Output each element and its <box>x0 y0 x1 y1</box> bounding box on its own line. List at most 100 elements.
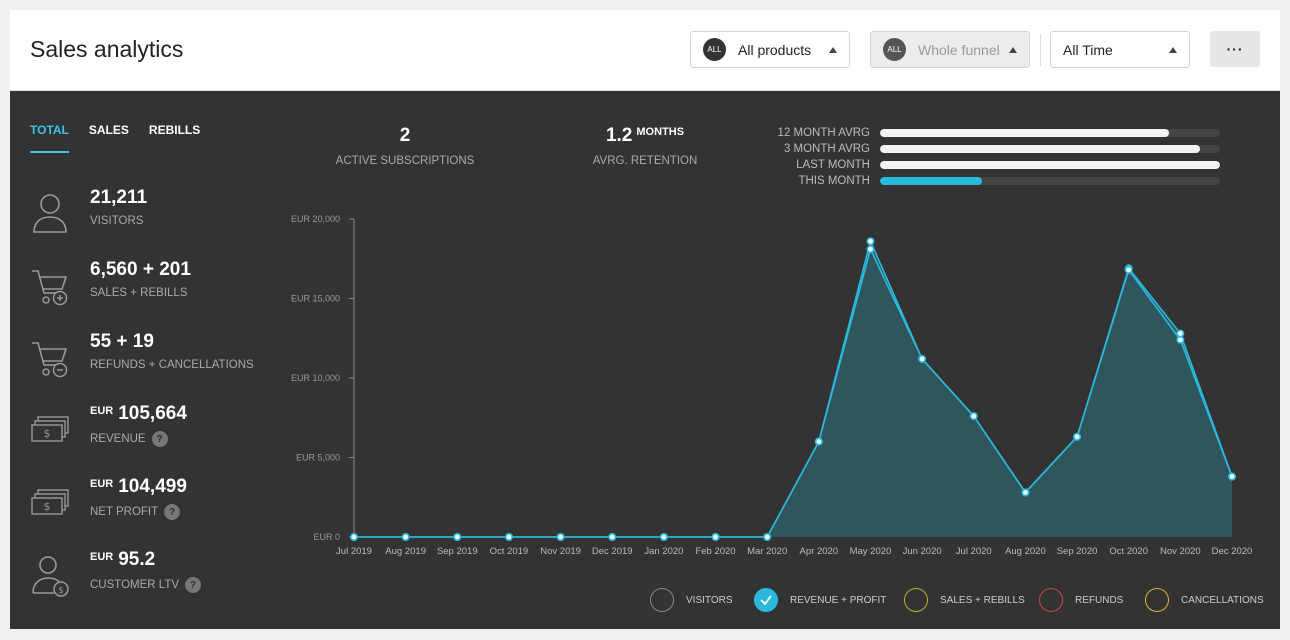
x-tick-label: Aug 2019 <box>385 546 426 557</box>
legend-sales-rebills[interactable]: SALES + REBILLS <box>904 588 1025 612</box>
ltv-amount: 95.2 <box>118 549 156 570</box>
ltv-label-text: CUSTOMER LTV <box>90 579 180 591</box>
revenue-value: EUR 105,664 <box>90 403 187 425</box>
cash-stack-icon: $ <box>31 489 69 515</box>
refunds-value: 55 + 19 <box>90 331 154 352</box>
data-point <box>1227 472 1236 481</box>
visitors-metric: 21,211 VISITORS <box>30 187 290 247</box>
refunds-label: REFUNDS + CANCELLATIONS <box>90 359 254 371</box>
x-tick-label: Dec 2020 <box>1212 546 1253 557</box>
data-point <box>350 532 359 541</box>
header-bar: Sales analytics ALL All products ALL Who… <box>10 10 1280 91</box>
svg-text:$: $ <box>44 500 51 513</box>
bar-row: THIS MONTH <box>770 173 1230 189</box>
y-tick-label: EUR 5,000 <box>296 453 340 463</box>
visitors-value: 21,211 <box>90 187 148 208</box>
products-dropdown[interactable]: ALL All products <box>690 31 850 68</box>
funnel-dropdown-label: Whole funnel <box>918 41 1000 58</box>
bar-fill <box>880 145 1200 153</box>
revenue-currency: EUR <box>90 405 114 417</box>
bar-track <box>880 161 1220 169</box>
x-tick-label: Sep 2019 <box>437 546 478 557</box>
revenue-amount: 105,664 <box>118 403 187 424</box>
data-point <box>866 245 875 254</box>
data-point <box>763 532 772 541</box>
page-title: Sales analytics <box>30 36 184 62</box>
data-point <box>608 532 617 541</box>
sales-value: 6,560 + 201 <box>90 259 191 280</box>
bar-track <box>880 145 1220 153</box>
tab-sales[interactable]: SALES <box>88 123 129 137</box>
data-point <box>1073 432 1082 441</box>
tab-total[interactable]: TOTAL <box>30 123 69 153</box>
analytics-body: TOTAL SALES REBILLS 21,211 VISITORS 6,56… <box>10 91 1280 629</box>
legend-label: VISITORS <box>686 594 733 606</box>
x-tick-label: Apr 2020 <box>800 546 839 557</box>
cart-minus-icon <box>32 342 68 378</box>
visitors-label: VISITORS <box>90 215 144 227</box>
sales-label: SALES + REBILLS <box>90 287 188 299</box>
data-point <box>814 437 823 446</box>
funnel-dropdown[interactable]: ALL Whole funnel <box>870 31 1030 68</box>
bar-track <box>880 129 1220 137</box>
ltv-metric: $ EUR 95.2 CUSTOMER LTV? <box>30 549 290 609</box>
ltv-currency: EUR <box>90 551 114 563</box>
data-point <box>1124 265 1133 274</box>
svg-text:$: $ <box>58 586 64 596</box>
bar-fill <box>880 129 1169 137</box>
legend-label: CANCELLATIONS <box>1181 594 1264 606</box>
legend-revenue-profit[interactable]: REVENUE + PROFIT <box>754 588 886 612</box>
caret-up-icon <box>1169 47 1177 53</box>
data-point <box>711 532 720 541</box>
data-point <box>1176 335 1185 344</box>
x-tick-label: Feb 2020 <box>695 546 735 557</box>
bar-label: THIS MONTH <box>798 175 870 187</box>
x-tick-label: Jun 2020 <box>903 546 942 557</box>
bar-label: 12 MONTH AVRG <box>777 127 870 139</box>
x-tick-label: Mar 2020 <box>747 546 787 557</box>
sales-metric: 6,560 + 201 SALES + REBILLS <box>30 259 290 319</box>
sales-analytics-panel: Sales analytics ALL All products ALL Who… <box>10 10 1280 640</box>
tab-rebills[interactable]: REBILLS <box>148 123 201 137</box>
x-tick-label: May 2020 <box>850 546 892 557</box>
area-fill <box>354 241 1232 537</box>
all-badge: ALL <box>703 38 726 61</box>
y-tick-label: EUR 20,000 <box>291 214 340 224</box>
bar-fill <box>880 161 1220 169</box>
legend-label: SALES + REBILLS <box>940 594 1025 606</box>
legend-label: REVENUE + PROFIT <box>790 594 887 606</box>
bar-label: LAST MONTH <box>796 159 870 171</box>
revenue-help-icon[interactable]: ? <box>151 431 168 447</box>
legend-ring <box>1145 588 1169 612</box>
legend-visitors[interactable]: VISITORS <box>650 588 733 612</box>
ltv-help-icon[interactable]: ? <box>185 577 202 593</box>
avg-retention-value: 1.2 MONTHS <box>580 125 710 147</box>
x-tick-label: Jan 2020 <box>644 546 683 557</box>
period-dropdown[interactable]: All Time <box>1050 31 1190 68</box>
x-tick-label: Dec 2019 <box>592 546 633 557</box>
active-subscriptions-label: ACTIVE SUBSCRIPTIONS <box>335 155 475 167</box>
bar-track <box>880 177 1220 185</box>
user-icon <box>33 194 67 233</box>
legend-ring <box>650 588 674 612</box>
data-point <box>1021 488 1030 497</box>
x-tick-label: Nov 2019 <box>540 546 581 557</box>
divider <box>1040 34 1041 66</box>
profit-help-icon[interactable]: ? <box>164 504 181 520</box>
profit-label-text: NET PROFIT <box>90 506 159 518</box>
user-dollar-icon: $ <box>32 556 69 597</box>
x-tick-label: Jul 2019 <box>336 546 372 557</box>
legend-ring <box>1039 588 1063 612</box>
products-dropdown-label: All products <box>738 41 812 58</box>
more-options-button[interactable]: ··· <box>1210 31 1260 67</box>
x-tick-label: Nov 2020 <box>1160 546 1201 557</box>
svg-text:$: $ <box>44 427 51 440</box>
data-point <box>866 237 875 246</box>
legend-refunds[interactable]: REFUNDS <box>1039 588 1123 612</box>
revenue-label: REVENUE? <box>90 431 168 447</box>
ltv-label: CUSTOMER LTV? <box>90 577 202 593</box>
revenue-metric: $ EUR 105,664 REVENUE? <box>30 403 290 463</box>
bar-row: 3 MONTH AVRG <box>770 141 1230 157</box>
legend-cancellations[interactable]: CANCELLATIONS <box>1145 588 1264 612</box>
active-subscriptions-kpi: 2 ACTIVE SUBSCRIPTIONS <box>330 125 480 167</box>
